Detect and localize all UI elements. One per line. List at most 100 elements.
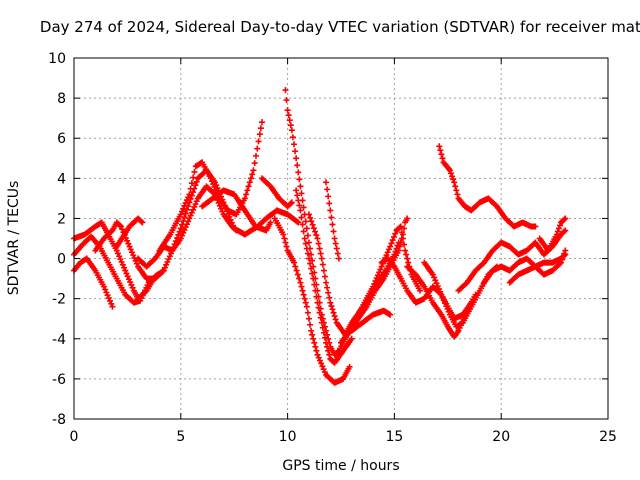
marker-plus: [308, 218, 315, 225]
marker-plus: [454, 329, 461, 336]
marker-plus: [390, 233, 397, 240]
marker-plus: [300, 204, 307, 211]
marker-plus: [251, 160, 258, 167]
data-point: [293, 155, 300, 162]
marker-plus: [176, 213, 183, 220]
marker-plus: [176, 237, 183, 244]
marker-plus: [304, 309, 311, 316]
marker-plus: [165, 233, 172, 240]
marker-plus: [556, 222, 563, 229]
marker-plus: [300, 291, 307, 298]
marker-plus: [207, 197, 214, 204]
marker-plus: [313, 347, 320, 354]
marker-plus: [302, 299, 309, 306]
marker-plus: [291, 141, 298, 148]
data-point: [177, 225, 184, 232]
marker-plus: [185, 194, 192, 201]
marker-plus: [445, 305, 452, 312]
marker-plus: [320, 267, 327, 274]
marker-plus: [471, 293, 478, 300]
marker-plus: [138, 218, 145, 225]
data-point: [331, 235, 338, 242]
marker-plus: [112, 273, 119, 280]
data-point: [318, 319, 325, 326]
marker-plus: [347, 337, 354, 344]
series-arc-17: [348, 307, 394, 334]
marker-plus: [311, 339, 318, 346]
marker-plus: [443, 321, 450, 328]
marker-plus: [367, 313, 374, 320]
x-tick-label: 25: [599, 429, 617, 445]
marker-plus: [345, 365, 352, 372]
marker-plus: [475, 289, 482, 296]
marker-plus: [303, 225, 310, 232]
marker-plus: [292, 148, 299, 155]
marker-plus: [243, 191, 250, 198]
data-point: [402, 247, 409, 254]
data-point: [305, 211, 312, 218]
marker-plus: [453, 187, 460, 194]
marker-plus: [252, 152, 259, 159]
marker-plus: [159, 268, 166, 275]
marker-plus: [295, 197, 302, 204]
y-tick-label: -2: [52, 292, 66, 308]
marker-plus: [448, 170, 455, 177]
data-point: [314, 235, 321, 242]
marker-plus: [316, 309, 323, 316]
marker-plus: [452, 183, 459, 190]
marker-plus: [311, 281, 318, 288]
y-tick-label: -6: [52, 372, 66, 388]
series-arc-6: [135, 183, 240, 270]
marker-plus: [294, 271, 301, 278]
marker-plus: [401, 241, 408, 248]
series-arc-5: [113, 215, 146, 250]
marker-plus: [319, 261, 326, 268]
marker-plus: [392, 230, 399, 237]
marker-plus: [331, 313, 338, 320]
marker-plus: [333, 245, 340, 252]
marker-plus: [560, 217, 567, 224]
marker-plus: [325, 193, 332, 200]
data-point: [327, 207, 334, 214]
marker-plus: [304, 250, 311, 257]
marker-plus: [287, 200, 294, 207]
marker-plus: [255, 138, 262, 145]
marker-plus: [271, 209, 278, 216]
series-arc-16: [344, 223, 424, 338]
marker-plus: [249, 171, 256, 178]
marker-plus: [368, 285, 375, 292]
marker-plus: [439, 155, 446, 162]
marker-plus: [399, 235, 406, 242]
marker-plus: [402, 285, 409, 292]
marker-plus: [450, 176, 457, 183]
marker-plus: [396, 224, 403, 231]
marker-plus: [115, 221, 122, 228]
marker-plus: [289, 134, 296, 141]
marker-plus: [183, 206, 190, 213]
marker-plus: [397, 239, 404, 246]
marker-plus: [420, 281, 427, 288]
marker-plus: [428, 297, 435, 304]
data-point: [250, 167, 257, 174]
marker-plus: [108, 300, 115, 307]
marker-plus: [403, 251, 410, 258]
series-arc-14: [323, 179, 342, 262]
marker-plus: [296, 275, 303, 282]
marker-plus: [437, 288, 444, 295]
y-tick-label: 0: [57, 252, 66, 268]
data-point: [305, 255, 312, 262]
marker-plus: [240, 197, 247, 204]
marker-plus: [312, 343, 319, 350]
marker-plus: [232, 226, 239, 233]
data-point: [282, 87, 289, 94]
marker-plus: [307, 260, 314, 267]
marker-plus: [298, 214, 305, 221]
marker-plus: [454, 191, 461, 198]
data-point: [451, 179, 458, 186]
marker-plus: [308, 251, 315, 258]
marker-plus: [321, 273, 328, 280]
marker-plus: [244, 187, 251, 194]
series-arc-25: [536, 215, 569, 254]
marker-plus: [298, 190, 305, 197]
y-tick-label: 8: [57, 91, 66, 107]
